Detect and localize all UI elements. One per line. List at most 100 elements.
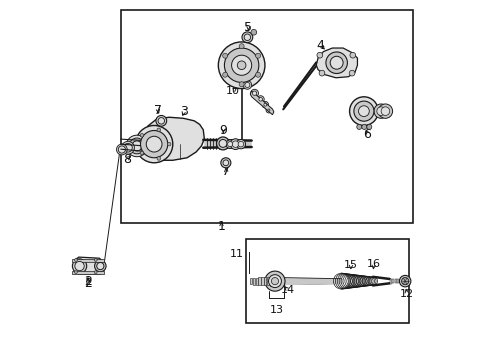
Circle shape xyxy=(232,141,238,147)
Bar xyxy=(258,277,260,285)
Circle shape xyxy=(244,34,250,41)
Bar xyxy=(249,278,252,284)
Circle shape xyxy=(74,258,77,261)
Circle shape xyxy=(222,72,227,77)
Circle shape xyxy=(353,101,373,121)
Text: 8: 8 xyxy=(122,153,131,166)
Circle shape xyxy=(97,262,104,270)
Circle shape xyxy=(378,104,392,118)
Circle shape xyxy=(316,52,322,58)
Circle shape xyxy=(230,139,241,149)
Circle shape xyxy=(243,81,251,89)
Circle shape xyxy=(250,89,258,97)
Circle shape xyxy=(94,258,97,261)
Circle shape xyxy=(250,30,256,35)
Circle shape xyxy=(227,141,232,147)
Circle shape xyxy=(264,271,285,291)
Circle shape xyxy=(94,271,97,274)
Circle shape xyxy=(399,275,410,287)
Bar xyxy=(269,276,271,285)
Text: 4: 4 xyxy=(316,39,324,52)
Circle shape xyxy=(231,55,251,75)
Polygon shape xyxy=(250,91,273,115)
Circle shape xyxy=(118,146,125,153)
Bar xyxy=(264,277,266,285)
Circle shape xyxy=(146,136,162,152)
Circle shape xyxy=(271,278,278,285)
Circle shape xyxy=(121,141,134,154)
Circle shape xyxy=(258,98,262,101)
Text: 13: 13 xyxy=(269,305,283,315)
Text: 2: 2 xyxy=(83,275,92,288)
Circle shape xyxy=(140,131,167,158)
Bar xyxy=(396,279,398,283)
Text: 12: 12 xyxy=(399,289,413,299)
Circle shape xyxy=(255,72,260,77)
Circle shape xyxy=(94,260,106,272)
Bar xyxy=(255,278,258,285)
Circle shape xyxy=(224,48,258,82)
Text: 11: 11 xyxy=(229,248,244,258)
Bar xyxy=(246,239,408,323)
Circle shape xyxy=(216,137,229,150)
Circle shape xyxy=(361,125,366,130)
Text: 16: 16 xyxy=(366,259,380,269)
Circle shape xyxy=(242,32,252,42)
Circle shape xyxy=(238,141,243,147)
Circle shape xyxy=(366,125,371,130)
Circle shape xyxy=(401,278,408,285)
Circle shape xyxy=(225,140,234,148)
Circle shape xyxy=(252,91,256,95)
Bar xyxy=(391,279,393,283)
Text: 1: 1 xyxy=(217,220,224,233)
Polygon shape xyxy=(143,117,204,160)
Bar xyxy=(72,271,104,274)
Text: 14: 14 xyxy=(280,285,294,296)
Circle shape xyxy=(222,53,227,58)
Circle shape xyxy=(123,143,132,152)
Circle shape xyxy=(349,97,378,126)
Bar xyxy=(399,279,401,283)
Text: 7: 7 xyxy=(222,165,229,178)
Circle shape xyxy=(319,70,324,76)
Circle shape xyxy=(358,106,368,117)
Circle shape xyxy=(157,157,160,160)
Text: 6: 6 xyxy=(363,127,371,141)
Bar xyxy=(72,258,104,262)
Circle shape xyxy=(236,139,245,149)
Circle shape xyxy=(239,82,244,87)
Circle shape xyxy=(325,52,346,73)
Circle shape xyxy=(268,275,281,288)
Polygon shape xyxy=(316,48,357,78)
Bar xyxy=(252,278,255,284)
Text: 15: 15 xyxy=(343,260,357,270)
Circle shape xyxy=(140,151,143,155)
Circle shape xyxy=(167,142,171,146)
Circle shape xyxy=(218,42,264,89)
Text: 7: 7 xyxy=(153,104,162,117)
Bar xyxy=(261,277,263,285)
Circle shape xyxy=(376,107,385,116)
Polygon shape xyxy=(73,257,104,274)
Bar xyxy=(266,277,269,285)
Circle shape xyxy=(116,144,127,155)
Circle shape xyxy=(255,53,260,58)
Circle shape xyxy=(221,158,230,168)
Circle shape xyxy=(75,261,84,271)
Text: 10: 10 xyxy=(356,118,370,128)
Circle shape xyxy=(72,259,86,273)
Circle shape xyxy=(237,61,245,69)
Circle shape xyxy=(329,56,343,69)
Circle shape xyxy=(257,96,264,103)
Circle shape xyxy=(267,109,269,111)
Circle shape xyxy=(140,134,143,137)
Circle shape xyxy=(356,125,361,130)
Circle shape xyxy=(223,160,228,166)
Bar xyxy=(394,279,396,283)
Bar xyxy=(389,279,391,284)
Text: 9: 9 xyxy=(219,124,226,137)
Circle shape xyxy=(348,70,354,76)
Circle shape xyxy=(158,118,164,124)
Bar xyxy=(121,10,412,223)
Circle shape xyxy=(129,138,144,154)
